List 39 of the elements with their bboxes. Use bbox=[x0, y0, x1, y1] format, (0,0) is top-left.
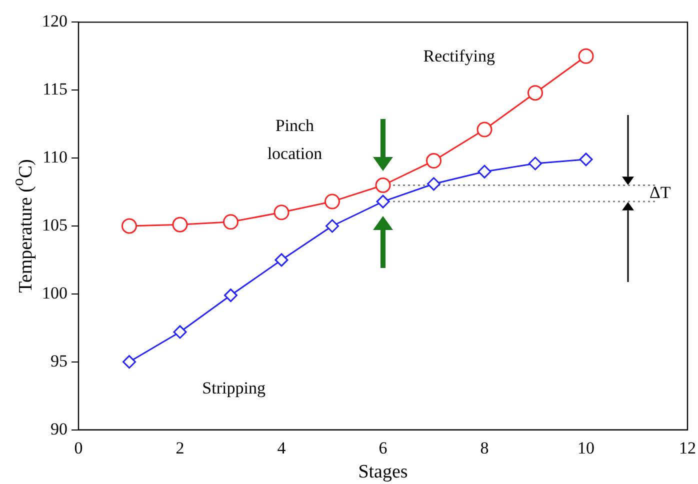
point bbox=[326, 219, 339, 233]
point bbox=[376, 194, 390, 208]
point bbox=[274, 204, 290, 220]
point bbox=[375, 177, 391, 193]
y-tick-label: 90 bbox=[50, 419, 68, 438]
x-tick-label: 6 bbox=[378, 438, 388, 458]
annotation: ΔT bbox=[649, 182, 672, 202]
point bbox=[578, 48, 594, 64]
annotation: Rectifying bbox=[423, 46, 496, 66]
point bbox=[528, 85, 543, 101]
x-axis-title: Stages bbox=[358, 462, 408, 483]
point bbox=[224, 288, 238, 302]
point bbox=[274, 253, 288, 267]
point bbox=[223, 214, 238, 230]
y-tick-label: 100 bbox=[42, 283, 68, 302]
point bbox=[426, 153, 442, 169]
x-tick-label: 12 bbox=[679, 438, 696, 458]
point bbox=[478, 164, 492, 178]
annotation: Pinch location bbox=[267, 116, 323, 163]
x-tick-label: 10 bbox=[578, 438, 594, 458]
y-tick-label: 110 bbox=[42, 148, 68, 167]
annotation: Stripping bbox=[202, 378, 266, 398]
point bbox=[427, 177, 440, 191]
point bbox=[476, 122, 492, 138]
point bbox=[173, 325, 187, 339]
point bbox=[528, 156, 542, 170]
point bbox=[579, 152, 593, 166]
point bbox=[122, 218, 137, 234]
x-tick-label: 8 bbox=[480, 438, 489, 458]
point bbox=[324, 194, 340, 210]
y-tick-label: 105 bbox=[42, 215, 68, 234]
x-tick-label: 2 bbox=[176, 438, 184, 458]
point bbox=[172, 216, 188, 232]
x-tick-label: 4 bbox=[277, 438, 286, 458]
y-tick-label: 120 bbox=[42, 12, 68, 31]
y-tick-label: 115 bbox=[42, 80, 68, 99]
x-tick-label: 0 bbox=[74, 438, 83, 458]
y-tick-label: 95 bbox=[50, 351, 68, 370]
point bbox=[122, 355, 136, 369]
